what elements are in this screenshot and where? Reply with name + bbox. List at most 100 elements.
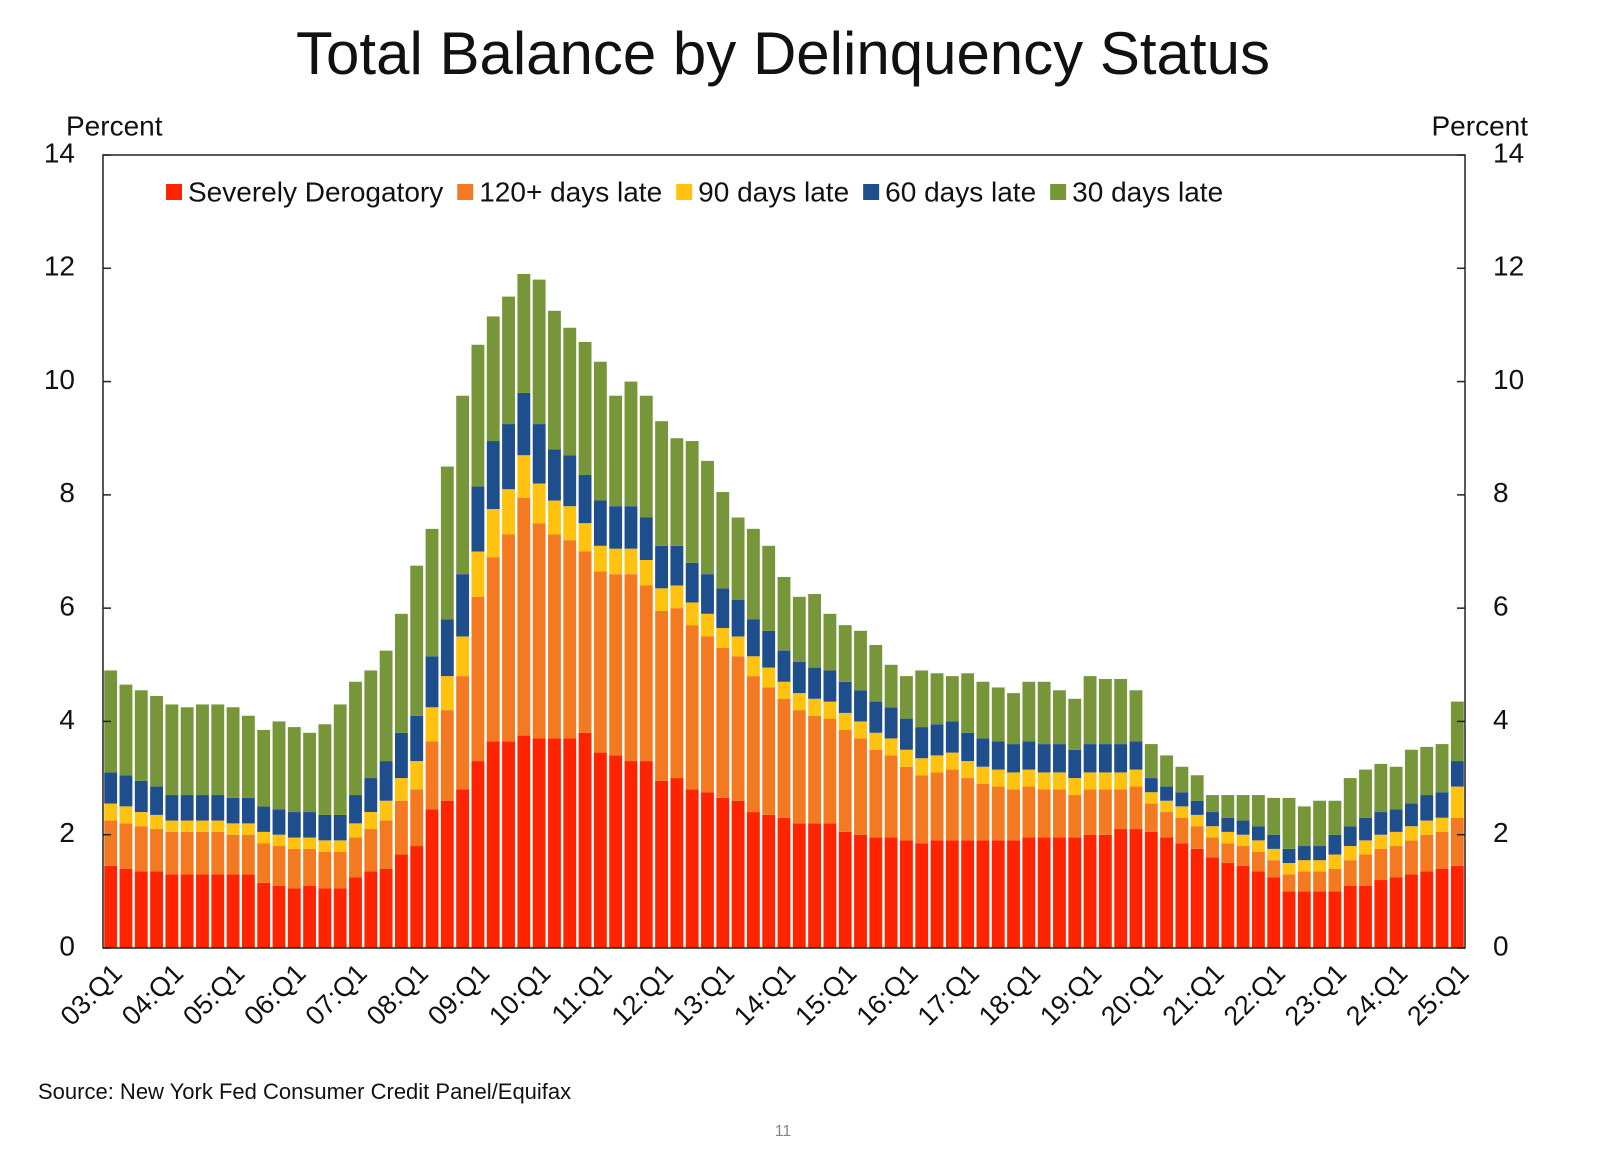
- bar-segment: [364, 812, 378, 830]
- bar-segment: [1236, 834, 1250, 847]
- bar-segment: [593, 571, 607, 753]
- bar-segment: [226, 834, 240, 875]
- bar-segment: [563, 327, 577, 456]
- y2-tick-label: 4: [1493, 704, 1509, 735]
- bar-segment: [762, 545, 776, 631]
- bar-segment: [823, 613, 837, 671]
- bar-segment: [701, 613, 714, 637]
- bar-segment: [196, 831, 209, 875]
- bar-segment: [731, 800, 745, 948]
- bar-segment: [991, 741, 1005, 770]
- bar-segment: [104, 803, 118, 821]
- bar-segment: [517, 392, 531, 456]
- bar-segment: [593, 500, 607, 546]
- bar-segment: [287, 812, 301, 838]
- bar-segment: [287, 848, 301, 889]
- bar-segment: [1343, 846, 1357, 861]
- x-tick-label: 21:Q1: [1157, 958, 1230, 1031]
- bar-segment: [272, 885, 286, 948]
- y-tick-label: 4: [59, 704, 75, 735]
- bar-segment: [456, 636, 470, 677]
- bar-segment: [792, 596, 806, 662]
- bar-segment: [1037, 744, 1051, 773]
- bar-segment: [624, 381, 638, 507]
- bar-segment: [1251, 840, 1265, 852]
- bar-segment: [1313, 800, 1327, 847]
- bar-segment: [1037, 681, 1051, 745]
- bar-segment: [670, 608, 684, 779]
- bar-segment: [1313, 871, 1327, 892]
- bar-segment: [792, 661, 806, 694]
- bar-segment: [1374, 848, 1388, 881]
- bar-segment: [257, 843, 271, 883]
- bar-segment: [241, 797, 255, 824]
- bar-segment: [471, 761, 485, 948]
- bar-segment: [976, 738, 990, 767]
- bar-segment: [471, 344, 485, 487]
- bar-segment: [746, 656, 760, 677]
- y-tick-label: 6: [59, 591, 75, 622]
- bar-segment: [211, 831, 225, 875]
- bar-segment: [777, 698, 791, 818]
- bar-segment: [1114, 829, 1128, 948]
- bar-segment: [854, 834, 867, 948]
- bar-segment: [777, 650, 791, 682]
- bar-segment: [379, 820, 393, 869]
- bar-segment: [180, 707, 194, 796]
- bar-segment: [1206, 826, 1219, 838]
- bar-segment: [1297, 860, 1311, 872]
- bar-segment: [502, 534, 515, 742]
- bar-segment: [1037, 772, 1051, 790]
- bar-segment: [792, 693, 806, 711]
- bar-segment: [991, 687, 1005, 742]
- bar-segment: [150, 814, 163, 830]
- bar-segment: [1022, 837, 1036, 948]
- bar-segment: [716, 627, 730, 648]
- bar-segment: [119, 684, 133, 776]
- bar-segment: [670, 545, 684, 586]
- bar-segment: [548, 534, 561, 739]
- bar-segment: [548, 310, 561, 450]
- bar-segment: [456, 395, 470, 575]
- bar-segment: [364, 829, 378, 872]
- bar-segment: [854, 690, 867, 722]
- bar-segment: [639, 517, 653, 560]
- bar-segment: [854, 738, 867, 835]
- bar-segment: [777, 681, 791, 699]
- bar-segment: [1389, 877, 1403, 948]
- bar-segment: [303, 812, 317, 838]
- bar-segment: [1098, 834, 1112, 948]
- bar-segment: [303, 885, 317, 948]
- bar-segment: [1022, 786, 1036, 838]
- bar-segment: [318, 724, 332, 815]
- bar-segment: [1405, 749, 1418, 804]
- bar-segment: [899, 840, 913, 948]
- bar-segment: [624, 506, 638, 549]
- legend-label: 30 days late: [1072, 176, 1223, 207]
- legend-label: 90 days late: [698, 176, 849, 207]
- bar-segment: [1098, 789, 1112, 835]
- bar-segment: [1405, 826, 1418, 841]
- y-tick-label: 14: [44, 137, 75, 168]
- bar-segment: [808, 715, 822, 824]
- bar-segment: [1267, 797, 1281, 835]
- bar-segment: [1374, 812, 1388, 835]
- bar-segment: [119, 868, 133, 948]
- bar-segment: [1420, 795, 1434, 821]
- bar-segment: [119, 823, 133, 869]
- bar-segment: [701, 636, 714, 793]
- y2-tick-label: 0: [1493, 930, 1509, 961]
- y2-tick-label: 6: [1493, 591, 1509, 622]
- bar-segment: [685, 789, 699, 948]
- bar-segment: [762, 687, 776, 815]
- bar-segment: [578, 551, 592, 733]
- bar-segment: [731, 656, 745, 801]
- bar-segment: [746, 812, 760, 948]
- bar-segment: [1282, 874, 1296, 892]
- bar-segment: [945, 769, 959, 841]
- bar-segment: [1160, 837, 1174, 948]
- bar-segment: [1083, 772, 1097, 790]
- bar-segment: [1359, 854, 1372, 886]
- x-tick-label: 11:Q1: [546, 958, 618, 1030]
- bar-segment: [196, 795, 209, 821]
